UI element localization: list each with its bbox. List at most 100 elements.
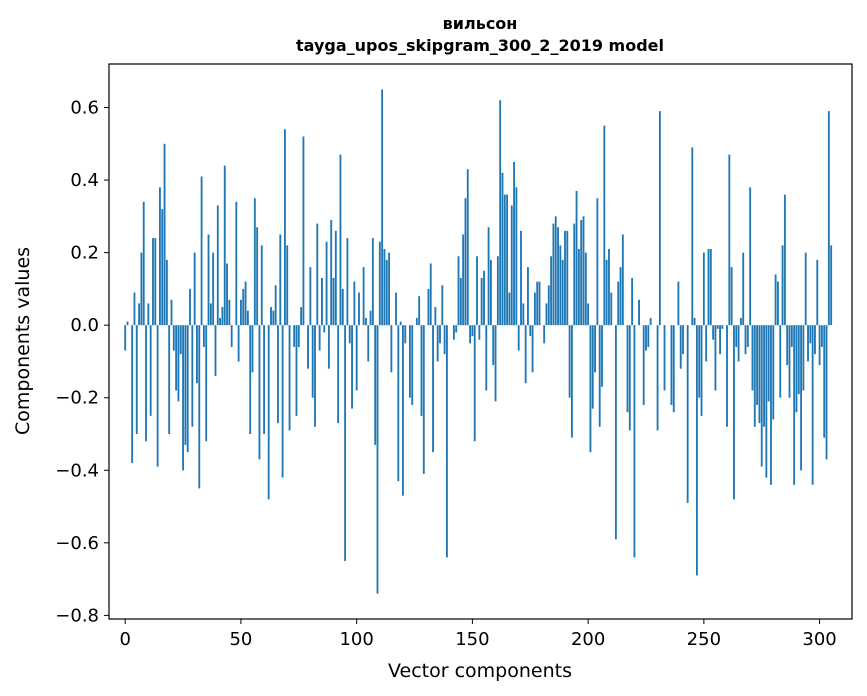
bar: [351, 325, 353, 409]
bar: [138, 303, 141, 326]
bar: [399, 321, 402, 326]
x-tick-label: 0: [119, 629, 130, 650]
bar: [628, 325, 631, 431]
bar: [733, 325, 735, 500]
bar: [633, 325, 636, 558]
x-tick-label: 50: [229, 629, 252, 650]
bar: [297, 325, 300, 347]
bar: [226, 263, 228, 326]
bar: [538, 281, 541, 326]
bar: [501, 172, 504, 326]
bar: [503, 194, 506, 326]
bar: [353, 281, 356, 326]
bar: [152, 238, 154, 326]
y-tick-label: −0.8: [55, 605, 99, 626]
bar: [228, 299, 231, 326]
bar: [508, 292, 511, 326]
bar: [496, 256, 499, 326]
bar: [434, 307, 437, 326]
bar: [476, 256, 478, 326]
bar: [658, 111, 661, 326]
bar: [429, 263, 432, 326]
bar: [452, 325, 455, 340]
bar: [374, 325, 377, 445]
bar: [272, 310, 275, 326]
bar: [281, 325, 284, 478]
bar: [205, 325, 208, 442]
bar: [441, 285, 444, 326]
bar: [131, 325, 134, 464]
bar: [244, 281, 247, 326]
x-tick-label: 250: [687, 629, 721, 650]
bar: [670, 325, 673, 405]
bar: [770, 325, 772, 485]
bar: [591, 325, 594, 409]
bar: [598, 325, 601, 427]
bar: [381, 89, 384, 326]
bar: [566, 230, 569, 326]
bar: [348, 325, 351, 344]
bar: [557, 227, 559, 326]
bar: [811, 325, 814, 485]
bar: [605, 259, 608, 326]
bar: [751, 325, 754, 391]
bar: [714, 325, 717, 391]
bar: [515, 187, 518, 326]
bar: [709, 249, 712, 326]
bar: [777, 281, 779, 326]
bar: [825, 325, 828, 460]
bar: [314, 325, 316, 427]
bar: [330, 219, 333, 326]
bar: [779, 325, 782, 398]
bar: [663, 325, 666, 391]
bar: [334, 230, 337, 326]
bar: [682, 325, 684, 355]
bar: [790, 325, 793, 347]
bar: [418, 296, 421, 326]
bar: [760, 325, 763, 467]
bar: [589, 325, 592, 453]
bar: [693, 317, 696, 326]
bar: [240, 299, 242, 326]
bar: [439, 325, 441, 344]
bar: [376, 325, 379, 594]
bar: [408, 325, 411, 398]
y-tick-label: 0.4: [70, 170, 99, 191]
bar: [344, 325, 347, 561]
bar: [209, 303, 212, 326]
bar: [802, 325, 805, 391]
bar: [582, 216, 585, 326]
bar: [175, 325, 178, 391]
x-axis-ticks: 0 50 100 150 200 250 300: [119, 619, 837, 650]
bar: [422, 325, 425, 474]
bar: [531, 325, 534, 373]
bar: [253, 198, 256, 326]
bar: [730, 267, 733, 326]
bar: [830, 245, 833, 326]
bar: [568, 325, 571, 398]
bar: [735, 325, 738, 347]
bar: [543, 325, 546, 344]
bar: [177, 325, 180, 402]
bar: [246, 310, 249, 326]
bar: [702, 252, 705, 326]
bar: [443, 325, 446, 355]
bar: [221, 307, 224, 326]
bar: [645, 325, 647, 351]
bar: [462, 234, 465, 326]
y-tick-label: 0.6: [70, 98, 99, 119]
bar: [716, 325, 719, 329]
bar: [142, 201, 145, 326]
bar: [478, 325, 481, 340]
bar: [647, 325, 650, 347]
bar: [309, 267, 312, 326]
bar: [513, 161, 515, 326]
bar: [594, 325, 596, 373]
bar: [737, 325, 740, 362]
bar: [323, 325, 326, 333]
bar: [529, 325, 532, 337]
bar: [415, 317, 418, 326]
bar: [707, 249, 710, 326]
bar: [295, 325, 298, 416]
bar: [251, 325, 254, 373]
